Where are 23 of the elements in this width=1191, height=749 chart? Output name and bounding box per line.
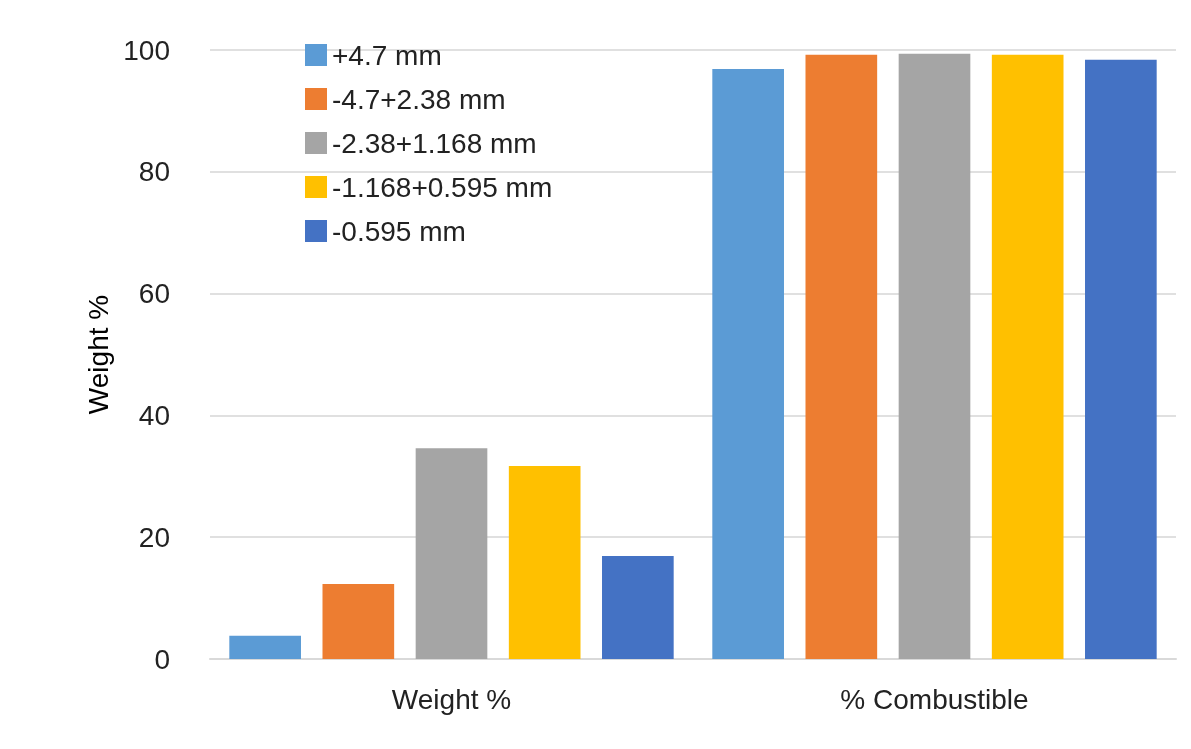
bar <box>415 448 488 659</box>
y-tick-label: 60 <box>138 278 170 310</box>
legend-label: -4.7+2.38 mm <box>332 83 506 115</box>
y-tick-label: 40 <box>138 399 170 431</box>
bar <box>712 68 784 659</box>
y-tick-label: 100 <box>123 34 170 66</box>
bar <box>322 584 395 659</box>
legend-label: -0.595 mm <box>332 215 466 247</box>
bar <box>991 54 1064 659</box>
bar <box>602 556 674 659</box>
bar <box>898 53 971 659</box>
y-tick-label: 80 <box>138 156 170 188</box>
bar <box>1085 59 1157 659</box>
bar <box>805 54 878 659</box>
y-tick-label: 20 <box>138 521 170 553</box>
legend-label: -1.168+0.595 mm <box>332 171 553 203</box>
y-axis-title: Weight % <box>82 294 114 415</box>
y-tick-label: 0 <box>154 643 170 675</box>
legend-label: -2.38+1.168 mm <box>332 127 537 159</box>
legend-label: +4.7 mm <box>332 39 442 71</box>
bar <box>508 465 581 659</box>
x-tick-label: % Combustible <box>840 683 1029 715</box>
bar <box>229 635 301 659</box>
